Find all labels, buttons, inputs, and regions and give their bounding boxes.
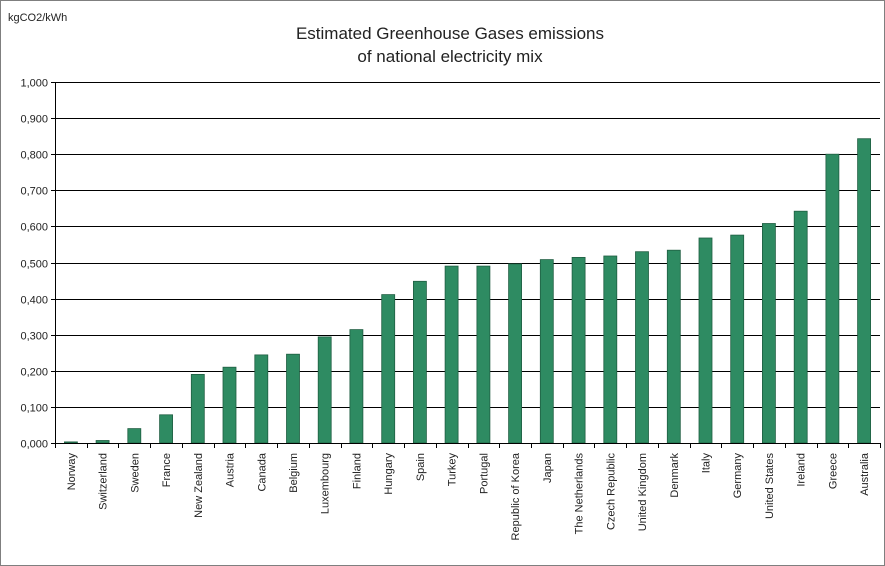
x-tick-label: Norway — [66, 453, 78, 491]
x-tick-label: Portugal — [478, 453, 490, 494]
x-tick-label: Australia — [859, 452, 871, 496]
bar — [159, 414, 174, 444]
x-tick-label: Luxembourg — [320, 453, 332, 514]
gridlines — [55, 82, 880, 408]
x-tick-label: Belgium — [288, 453, 300, 493]
bar — [635, 251, 649, 444]
y-tick-label: 1,000 — [20, 78, 48, 90]
bar — [412, 280, 427, 444]
bar — [349, 329, 364, 444]
bar — [476, 265, 491, 444]
y-tick-label: 0,500 — [20, 259, 48, 271]
y-tick-label: 0,600 — [20, 222, 48, 234]
axes — [51, 82, 881, 448]
x-tick-label: The Netherlands — [574, 453, 586, 535]
x-tick-label: Japan — [542, 453, 554, 483]
bar — [190, 373, 205, 444]
bar — [762, 223, 776, 444]
y-tick-label: 0,900 — [20, 114, 48, 126]
y-tick-label: 0,000 — [20, 439, 48, 451]
x-tick-label: Ireland — [796, 453, 808, 487]
y-axis-label: kgCO2/kWh — [8, 12, 68, 24]
bar — [95, 440, 110, 444]
bar — [254, 354, 269, 444]
bar — [381, 294, 396, 444]
x-tick-label: Finland — [351, 453, 363, 489]
y-tick-label: 0,800 — [20, 150, 48, 162]
bar — [603, 255, 618, 444]
x-tick-label: Republic of Korea — [510, 452, 522, 540]
x-tick-label: Canada — [256, 452, 268, 491]
bar — [825, 153, 840, 444]
bar — [666, 249, 681, 444]
bar — [317, 336, 332, 444]
bar — [222, 366, 237, 444]
bar — [793, 210, 808, 444]
x-tick-label: Turkey — [447, 453, 459, 487]
bar — [571, 256, 586, 444]
x-tick-label: France — [161, 453, 173, 487]
x-tick-label: Denmark — [669, 453, 681, 498]
x-tick-label: Sweden — [129, 453, 141, 493]
x-tick-label: United Kingdom — [637, 453, 649, 531]
x-tick-label: Greece — [827, 453, 839, 489]
x-tick-label: Hungary — [383, 453, 395, 495]
bar — [444, 265, 459, 444]
chart-title-line-1: Estimated Greenhouse Gases emissions — [295, 24, 605, 43]
bar — [539, 259, 554, 444]
y-tick-label: 0,300 — [20, 331, 48, 343]
x-tick-label: Italy — [700, 453, 712, 474]
y-tick-label: 0,400 — [20, 295, 48, 307]
y-tick-labels: 0,000 0,100 0,200 0,300 0,400 0,500 0,600 0,700… — [20, 78, 48, 451]
bar — [730, 234, 745, 444]
bar — [698, 237, 713, 444]
bar — [508, 263, 523, 444]
bar — [64, 441, 78, 444]
bars — [64, 138, 871, 444]
y-tick-label: 0,200 — [20, 367, 48, 379]
x-tick-label: Czech Republic — [605, 453, 617, 531]
y-tick-label: 0,700 — [20, 186, 48, 198]
bar — [127, 428, 142, 444]
y-tick-label: 0,100 — [20, 403, 48, 415]
chart-title-line-2: of national electricity mix — [357, 47, 543, 66]
x-tick-label: Austria — [225, 452, 237, 487]
x-tick-label: New Zealand — [193, 453, 205, 518]
x-tick-labels: Norway Switzerland Sweden France New Zealand… — [66, 452, 871, 540]
x-tick-label: United States — [764, 453, 776, 520]
x-tick-label: Switzerland — [98, 453, 110, 510]
x-tick-label: Spain — [415, 453, 427, 481]
x-tick-label: Germany — [732, 453, 744, 499]
bar — [286, 353, 300, 444]
bar — [857, 138, 871, 444]
